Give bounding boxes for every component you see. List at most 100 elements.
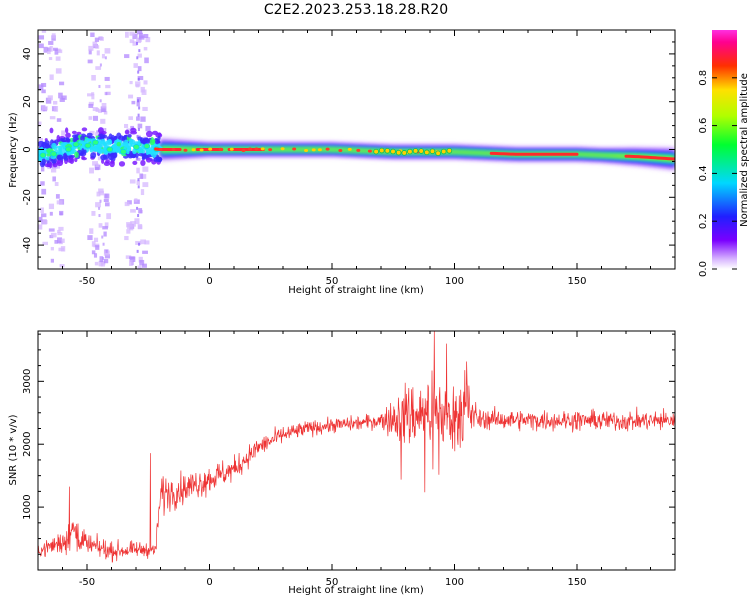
ridge-peak-dot [219,148,223,151]
spectrogram-x-tick-label: 0 [206,276,212,287]
noise-blob [140,116,145,121]
noise-streak [137,71,139,74]
noise-blob [129,260,133,266]
ridge-peak-dot [338,149,342,152]
noise-blob [56,68,62,73]
snr-x-tick-label: 0 [206,577,212,588]
noise-blob [60,212,63,215]
ridge-noise-blob [144,138,151,144]
ridge-noise-blob [125,130,130,135]
ridge-bead [85,143,91,148]
ridge-peak-dot [192,148,196,151]
noise-blob [57,200,63,204]
ridge-noise-blob [124,140,128,144]
noise-blob [58,248,64,252]
noise-blob [61,239,64,243]
noise-blob [58,93,63,99]
ridge-bead [441,149,446,154]
ridge-peak-dot [200,149,204,152]
colorbar-tick-label: 0.2 [698,213,709,229]
noise-blob [140,239,146,244]
noise-blob [47,51,51,54]
noise-blob [52,33,56,38]
noise-blob [135,81,140,86]
noise-streak [98,85,100,88]
figure-title: C2E2.2023.253.18.28.R20 [264,2,448,18]
colorbar-tick-label: 0.6 [698,118,709,134]
ridge-bead [51,151,57,156]
noise-streak [103,243,105,246]
noise-blob [49,57,52,60]
noise-blob [88,46,93,51]
spectrogram-x-tick-label: 150 [567,276,586,287]
noise-blob [130,39,135,43]
noise-streak [138,114,140,117]
ridge-peak-dot [304,149,308,152]
ridge-bead [385,148,390,153]
noise-blob [104,259,108,263]
noise-blob [128,116,133,120]
noise-blob [50,212,53,216]
noise-streak [105,56,107,59]
noise-blob [61,130,65,135]
ridge-noise-blob [155,139,159,144]
noise-streak [100,99,102,102]
noise-blob [128,95,133,99]
ridge-noise-blob [126,151,129,154]
ridge-noise-blob [130,140,136,145]
ridge-bead [436,151,441,156]
ridge-peak-dot [368,150,372,153]
snr-x-axis-label: Height of straight line (km) [288,585,424,596]
noise-blob [87,235,92,240]
noise-blob [129,32,134,36]
noise-blob [88,104,93,108]
ridge-noise-blob [45,163,51,167]
noise-streak [138,185,140,188]
ridge-bead [374,149,379,154]
ridge-noise-blob [78,140,84,144]
figure: C2E2.2023.253.18.28.R20 -50050100150 -40… [0,0,750,600]
noise-blob [104,199,109,202]
ridge-peak-dot [268,148,272,151]
noise-blob [88,60,93,64]
ridge-bead [379,148,384,153]
ridge-peak-dot [208,148,212,151]
noise-blob [142,90,147,95]
noise-blob [100,119,105,124]
noise-blob [58,49,61,52]
noise-blob [96,163,99,167]
ridge-bead [73,142,79,147]
ridge-noise-blob [56,155,63,161]
noise-blob [41,189,46,195]
noise-blob [138,224,143,229]
noise-blob [59,82,64,86]
noise-streak [138,243,140,246]
noise-blob [143,34,148,38]
ridge-noise-blob [122,136,125,140]
noise-blob [91,211,95,216]
noise-blob [41,89,45,93]
ridge-noise-blob [148,154,152,157]
noise-blob [105,202,110,206]
snr-y-tick-label: 3000 [22,369,33,394]
noise-blob [51,233,57,238]
ridge-noise-blob [117,142,122,146]
noise-streak [98,214,100,217]
noise-blob [41,213,46,217]
ridge-peak-dot [248,147,252,150]
ridge-peak-dot [312,148,316,151]
ridge-noise-blob [146,131,153,137]
colorbar-gradient [712,30,737,269]
colorbar-tick-label: 0.8 [698,70,709,86]
noise-blob [142,166,148,171]
noise-blob [105,85,110,88]
ridge-peak-dot [171,148,175,151]
noise-blob [129,256,135,259]
spectrogram-y-tick-label: -20 [22,189,33,205]
noise-blob [55,182,59,186]
ridge-noise-blob [87,138,93,141]
noise-blob [94,238,98,242]
noise-blob [57,232,62,235]
